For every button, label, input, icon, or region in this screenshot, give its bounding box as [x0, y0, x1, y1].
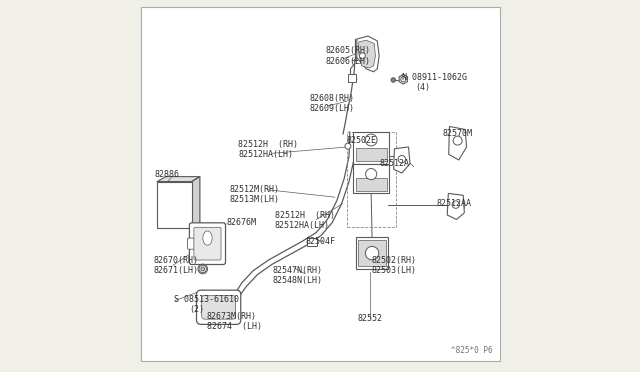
Text: 82673M(RH): 82673M(RH) — [207, 312, 257, 321]
Text: 82671(LH): 82671(LH) — [154, 266, 198, 275]
Bar — [356, 178, 387, 191]
Text: 82512H  (RH): 82512H (RH) — [275, 211, 335, 220]
Circle shape — [453, 136, 462, 145]
Circle shape — [452, 201, 460, 208]
Polygon shape — [447, 193, 465, 219]
Polygon shape — [358, 40, 376, 68]
Text: 82502(RH): 82502(RH) — [371, 256, 417, 265]
Text: 82552: 82552 — [357, 314, 382, 323]
Text: 82547N(RH): 82547N(RH) — [273, 266, 323, 275]
Text: N 08911-1062G: N 08911-1062G — [402, 73, 467, 82]
Circle shape — [365, 134, 377, 146]
Ellipse shape — [203, 231, 212, 245]
Polygon shape — [394, 147, 410, 173]
Bar — [353, 164, 389, 193]
Text: 82512HA(LH): 82512HA(LH) — [275, 221, 330, 230]
Text: (2): (2) — [189, 305, 204, 314]
Text: 82676M: 82676M — [227, 218, 256, 227]
Text: 82608(RH): 82608(RH) — [310, 94, 355, 103]
Circle shape — [365, 247, 379, 260]
Polygon shape — [449, 126, 467, 160]
Polygon shape — [191, 177, 200, 228]
Bar — [356, 237, 388, 269]
Circle shape — [401, 77, 406, 82]
Text: 82609(LH): 82609(LH) — [310, 105, 355, 113]
Text: 82512H  (RH): 82512H (RH) — [238, 140, 298, 149]
Text: 82606(LH): 82606(LH) — [326, 57, 371, 66]
Circle shape — [365, 169, 377, 180]
Polygon shape — [357, 36, 379, 72]
Text: 82670(RH): 82670(RH) — [154, 256, 198, 265]
FancyBboxPatch shape — [202, 295, 236, 319]
FancyBboxPatch shape — [188, 238, 195, 249]
Circle shape — [199, 265, 207, 273]
Text: 82513M(LH): 82513M(LH) — [230, 195, 280, 204]
FancyBboxPatch shape — [196, 290, 241, 324]
Circle shape — [201, 267, 205, 271]
Bar — [358, 240, 386, 266]
Text: 82503(LH): 82503(LH) — [371, 266, 417, 275]
Circle shape — [391, 78, 396, 82]
Bar — [353, 132, 389, 164]
Text: 82504F: 82504F — [305, 237, 335, 246]
Text: (4): (4) — [415, 83, 430, 92]
Text: 82605(RH): 82605(RH) — [326, 46, 371, 55]
Bar — [348, 74, 356, 82]
Bar — [356, 148, 387, 161]
Bar — [347, 132, 396, 227]
Polygon shape — [399, 74, 408, 84]
FancyBboxPatch shape — [194, 227, 221, 260]
Polygon shape — [157, 177, 200, 182]
Text: 82502E: 82502E — [346, 136, 376, 145]
Circle shape — [345, 143, 351, 149]
Bar — [157, 182, 191, 228]
Text: ^825*0 P6: ^825*0 P6 — [451, 346, 493, 355]
Text: 82512M(RH): 82512M(RH) — [230, 185, 280, 194]
FancyBboxPatch shape — [189, 223, 225, 264]
Circle shape — [398, 155, 406, 163]
Text: 82886: 82886 — [154, 170, 179, 179]
Bar — [307, 238, 317, 246]
Circle shape — [360, 53, 365, 59]
Text: 82570M: 82570M — [443, 129, 473, 138]
Text: 82512HA(LH): 82512HA(LH) — [238, 150, 293, 159]
Text: S 08513-61610: S 08513-61610 — [174, 295, 239, 304]
Text: 82548N(LH): 82548N(LH) — [273, 276, 323, 285]
Text: 82512A: 82512A — [380, 159, 410, 168]
Text: 82674  (LH): 82674 (LH) — [207, 322, 262, 331]
Text: 82512AA: 82512AA — [436, 199, 471, 208]
